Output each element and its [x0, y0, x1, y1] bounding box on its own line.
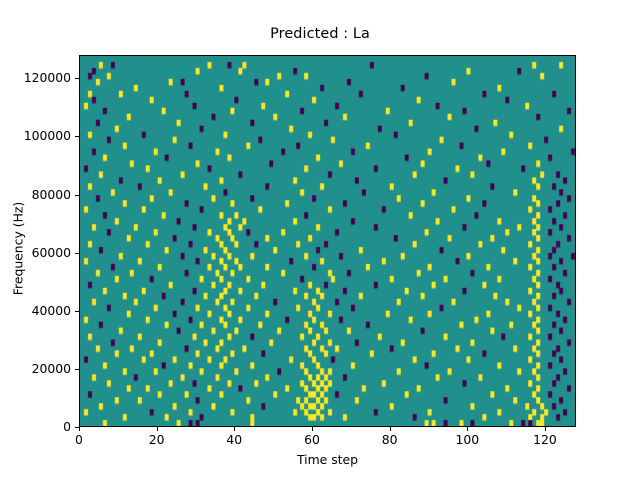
y-axis-label: Frequency (Hz): [10, 201, 26, 296]
x-tick-mark: [156, 427, 158, 431]
x-tick-label: 120: [533, 432, 557, 447]
y-tick-label: 40000: [31, 302, 71, 318]
y-tick-label: 80000: [31, 186, 71, 202]
y-tick-mark: [75, 252, 79, 254]
x-tick-label: 80: [381, 432, 398, 447]
x-axis-label: Time step: [296, 452, 359, 467]
y-tick-label: 120000: [23, 70, 71, 86]
x-tick-label: 60: [304, 432, 320, 447]
x-tick-mark: [389, 427, 391, 431]
heatmap-axes: [79, 55, 576, 427]
y-tick-label: 100000: [23, 128, 71, 144]
x-tick-mark: [234, 427, 236, 431]
x-tick-mark: [467, 427, 469, 431]
heatmap-image: [80, 56, 575, 426]
x-tick-mark: [544, 427, 547, 431]
y-tick-mark: [75, 427, 79, 429]
x-tick-label: 0: [75, 432, 83, 447]
x-tick-label: 100: [455, 432, 480, 447]
y-tick-mark: [75, 78, 79, 80]
y-tick-label: 60000: [31, 244, 71, 260]
x-tick-mark: [311, 427, 314, 431]
chart-title: Predicted : La: [270, 26, 370, 42]
y-tick-mark: [75, 368, 79, 370]
y-tick-label: 20000: [31, 360, 71, 376]
y-tick-label: 0: [63, 419, 71, 434]
y-tick-mark: [75, 136, 79, 138]
y-tick-mark: [75, 310, 79, 312]
y-tick-mark: [75, 194, 79, 196]
x-tick-label: 40: [226, 432, 243, 447]
x-tick-label: 20: [148, 432, 165, 447]
x-tick-mark: [79, 427, 81, 431]
